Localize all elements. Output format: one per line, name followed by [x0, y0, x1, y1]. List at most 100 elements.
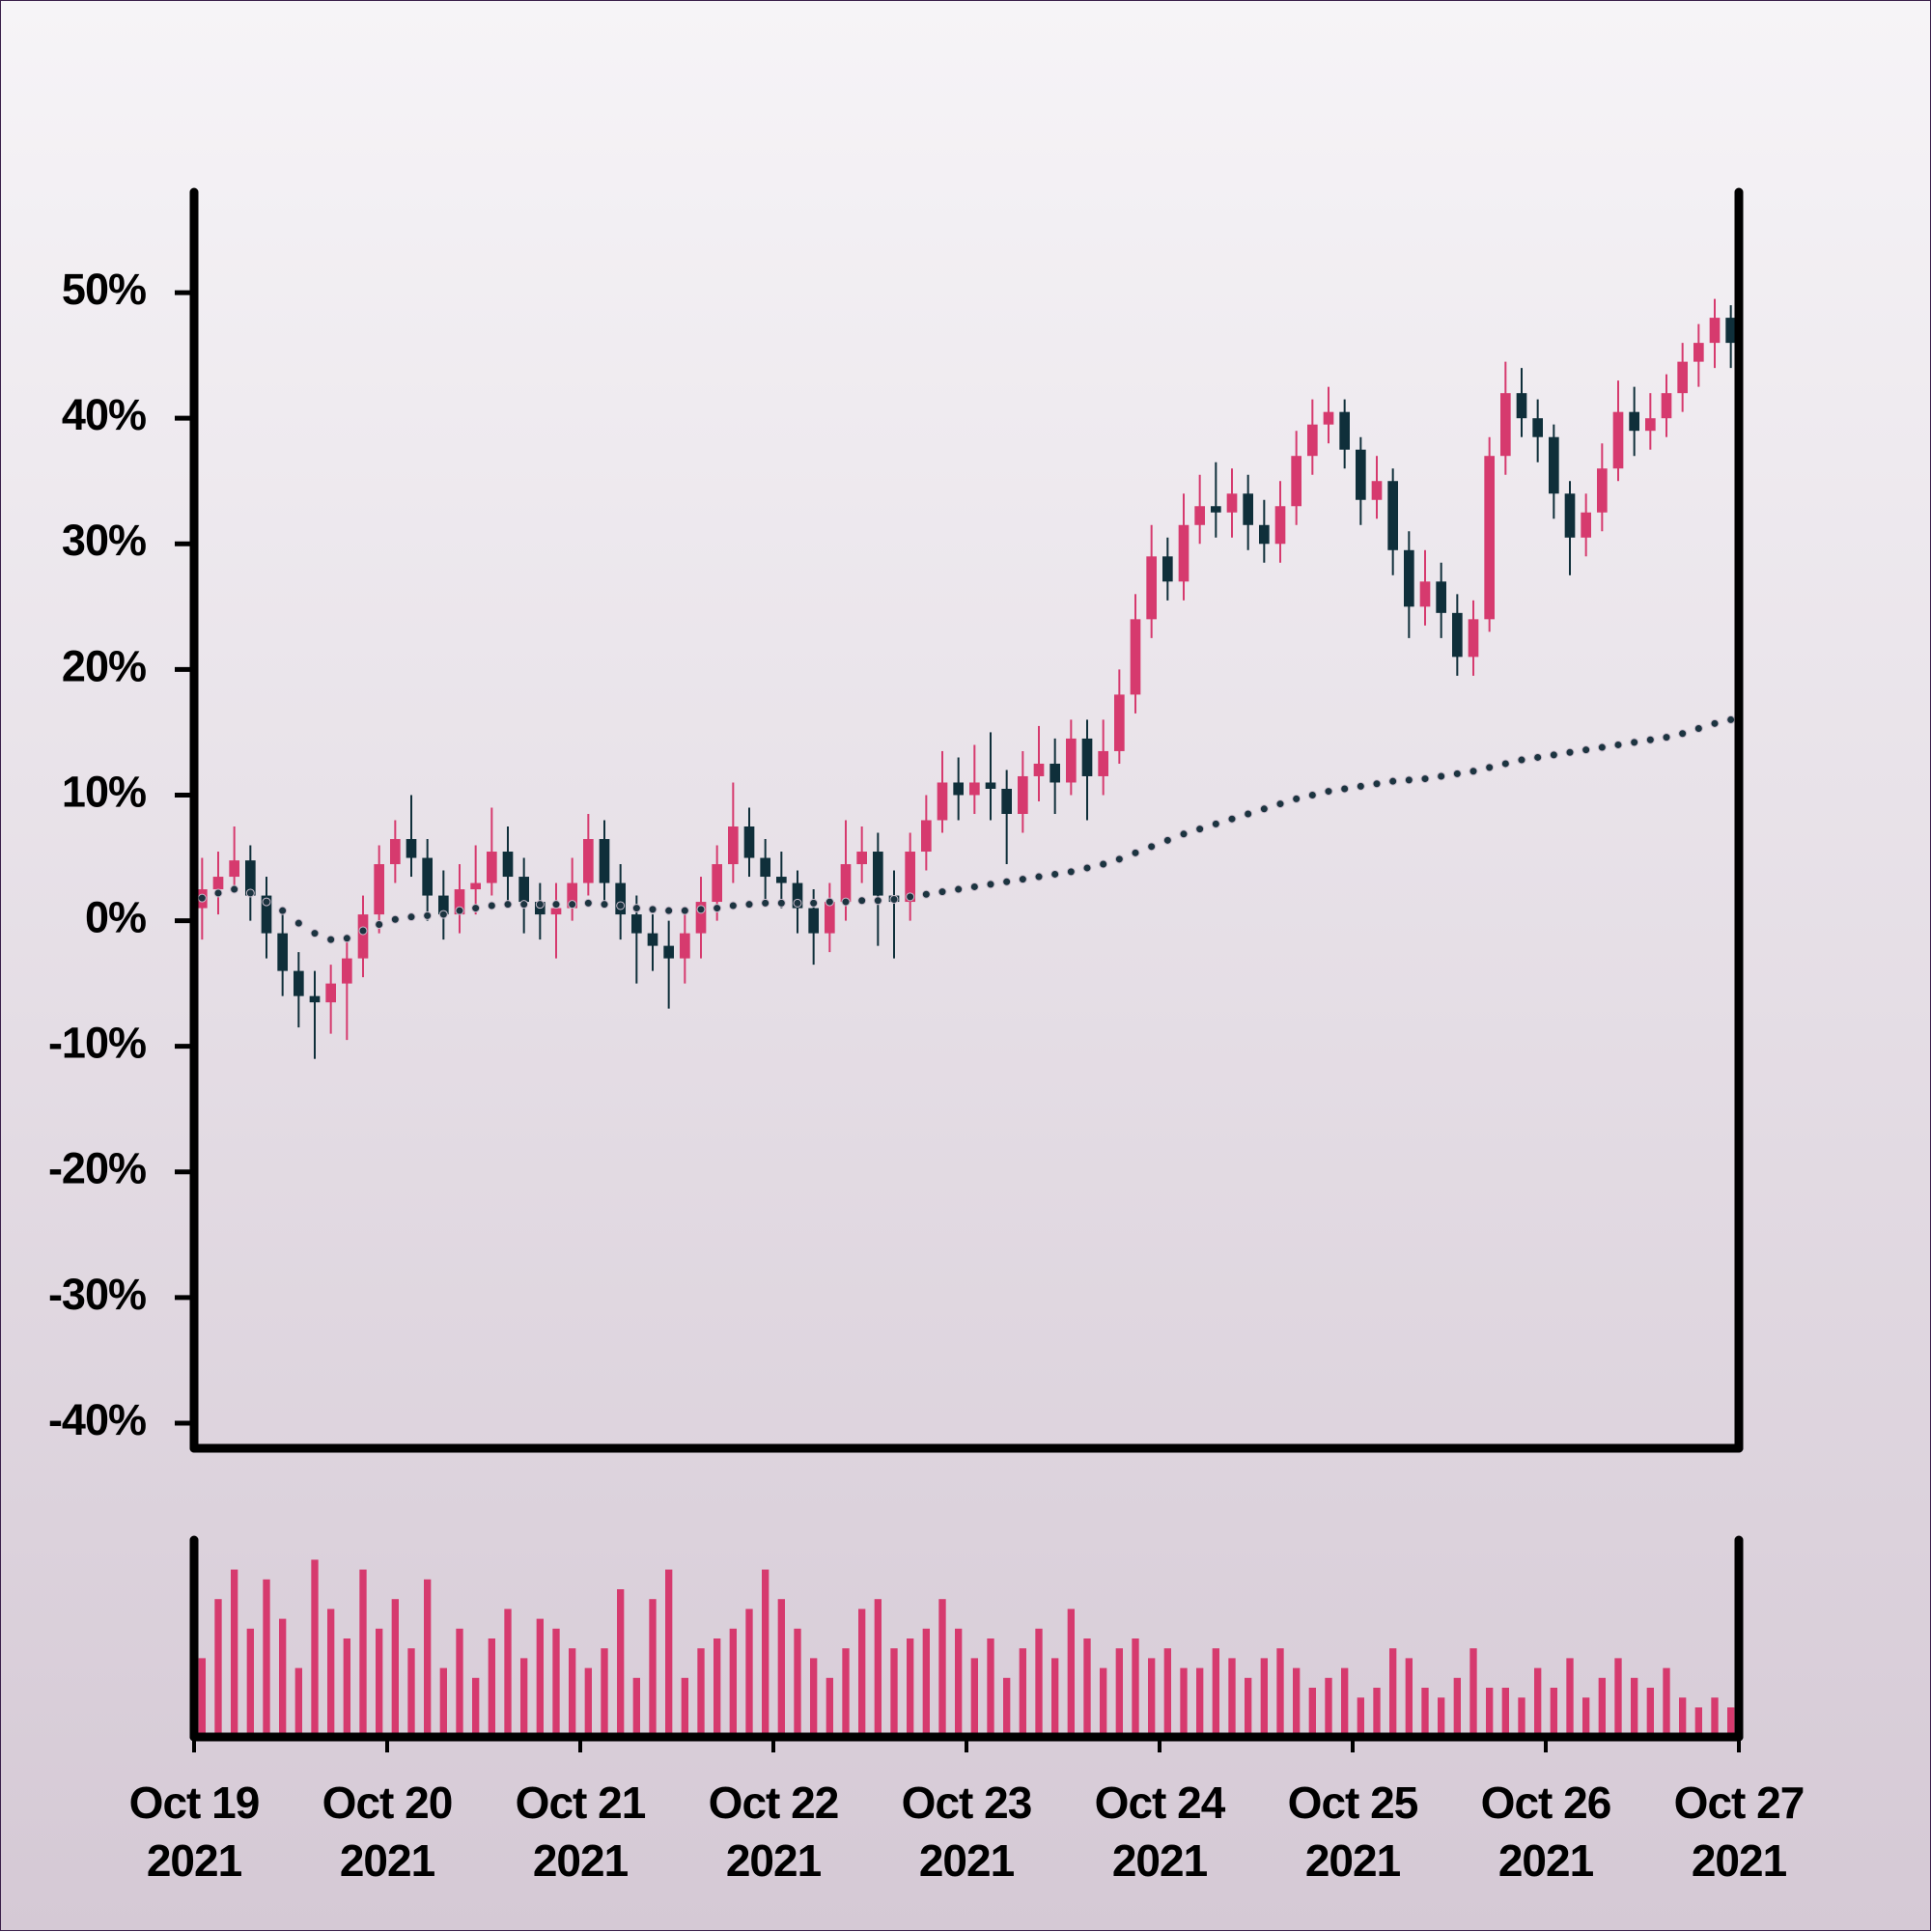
- candle-body: [615, 882, 626, 915]
- x-tick-label: Oct 20 2021: [322, 1778, 454, 1886]
- moving-average-dot: [1581, 745, 1591, 755]
- candle-body: [309, 995, 321, 1003]
- volume-bar: [198, 1658, 206, 1737]
- moving-average-dot: [954, 884, 964, 894]
- volume-bar: [714, 1638, 721, 1737]
- volume-bar: [1212, 1648, 1219, 1737]
- moving-average-dot: [1244, 809, 1253, 819]
- volume-bar: [279, 1618, 287, 1737]
- volume-bar: [938, 1599, 946, 1737]
- candle-body: [905, 852, 915, 903]
- moving-average-dot: [761, 898, 770, 908]
- candle-body: [422, 857, 433, 896]
- y-tick-label: -40%: [48, 1395, 146, 1444]
- candle-body: [1001, 788, 1012, 814]
- moving-average-dot: [583, 898, 593, 908]
- moving-average-dot: [648, 905, 658, 914]
- moving-average-dot: [1452, 769, 1462, 778]
- volume-bar: [407, 1648, 415, 1737]
- volume-bar: [1115, 1648, 1123, 1737]
- candle-body: [1612, 411, 1624, 469]
- moving-average-dot: [841, 897, 851, 907]
- candle-body: [695, 902, 707, 934]
- moving-average-dot: [744, 900, 754, 910]
- moving-average-dot: [213, 888, 223, 898]
- moving-average-dot: [262, 897, 271, 907]
- candle-body: [873, 852, 883, 896]
- volume-bar: [955, 1628, 963, 1737]
- moving-average-dot: [1082, 863, 1092, 873]
- candle-body: [599, 839, 610, 883]
- volume-bar: [1518, 1697, 1525, 1737]
- volume-bar: [762, 1569, 770, 1737]
- candle-body: [1709, 318, 1721, 344]
- moving-average-dot: [776, 898, 786, 908]
- moving-average-dot: [1597, 742, 1607, 752]
- volume-bar: [1035, 1628, 1043, 1737]
- moving-average-dot: [1099, 859, 1108, 869]
- moving-average-dot: [1662, 733, 1671, 742]
- moving-average-dot: [1372, 779, 1382, 789]
- candle-body: [1629, 411, 1639, 432]
- moving-average-dot: [294, 918, 303, 928]
- moving-average-dot: [1613, 740, 1623, 749]
- moving-average-dot: [728, 901, 738, 910]
- moving-average-dot: [1131, 848, 1140, 857]
- candle-body: [760, 857, 770, 878]
- volume-bar: [1550, 1688, 1557, 1737]
- volume-bar: [890, 1648, 898, 1737]
- candle-body: [985, 782, 996, 789]
- candle-body: [1211, 506, 1221, 513]
- moving-average-dot: [1002, 877, 1012, 886]
- volume-bar: [665, 1569, 673, 1737]
- volume-bar: [439, 1667, 447, 1737]
- moving-average-dot: [230, 884, 239, 894]
- candle-body: [937, 782, 948, 821]
- volume-bar: [970, 1658, 978, 1737]
- candle-body: [1226, 493, 1238, 513]
- volume-bar: [810, 1658, 818, 1737]
- moving-average-dot: [969, 882, 979, 891]
- candle-body: [212, 877, 224, 890]
- x-tick-label: Oct 21 2021: [515, 1778, 647, 1886]
- y-tick-label: -30%: [48, 1270, 146, 1319]
- moving-average-dot: [551, 900, 561, 910]
- candle-body: [663, 945, 674, 959]
- candle-body: [550, 908, 562, 915]
- volume-bar: [1469, 1648, 1477, 1737]
- moving-average-dot: [406, 912, 416, 922]
- volume-bar: [1582, 1697, 1590, 1737]
- x-tick-label: Oct 23 2021: [901, 1778, 1033, 1886]
- candle-body: [1339, 411, 1350, 450]
- candle-body: [374, 864, 384, 915]
- y-tick-label: 20%: [62, 641, 146, 690]
- moving-average-dot: [889, 894, 899, 904]
- moving-average-dot: [1307, 790, 1317, 799]
- volume-bar: [1180, 1667, 1188, 1737]
- volume-bar: [294, 1667, 302, 1737]
- candle-body: [1018, 775, 1028, 814]
- candle-body: [1581, 512, 1591, 538]
- candle-body: [808, 908, 819, 934]
- candle-body: [1387, 481, 1398, 550]
- candle-body: [1323, 411, 1334, 425]
- x-tick-label: Oct 26 2021: [1480, 1778, 1612, 1886]
- candle-body: [1146, 556, 1157, 620]
- volume-bar: [1566, 1658, 1574, 1737]
- volume-bar: [681, 1677, 688, 1737]
- volume-bar: [376, 1628, 383, 1737]
- candle-body: [1404, 549, 1414, 607]
- volume-bar: [263, 1579, 270, 1737]
- x-tick-label: Oct 25 2021: [1287, 1778, 1419, 1886]
- volume-bar: [424, 1579, 432, 1737]
- moving-average-dot: [1179, 829, 1189, 839]
- moving-average-dot: [1114, 854, 1124, 864]
- moving-average-dot: [600, 900, 609, 910]
- candle-body: [792, 882, 803, 909]
- moving-average-dot: [938, 887, 947, 897]
- candle-body: [1645, 418, 1656, 432]
- volume-bar: [472, 1677, 480, 1737]
- volume-bar: [1228, 1658, 1236, 1737]
- volume-bar: [1711, 1697, 1719, 1737]
